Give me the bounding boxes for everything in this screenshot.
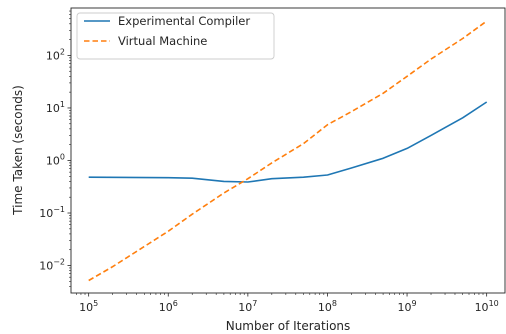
- x-tick-label: 105: [79, 299, 98, 314]
- x-tick-label: 1010: [475, 299, 499, 314]
- y-tick-label: 102: [46, 47, 65, 62]
- y-axis-label: Time Taken (seconds): [11, 85, 25, 216]
- y-tick-label: 10−1: [39, 205, 65, 220]
- y-axis: 10−2 10−1 100 101 102: [39, 10, 71, 287]
- x-tick-label: 107: [238, 299, 257, 314]
- legend-label-1: Virtual Machine: [118, 34, 207, 48]
- x-tick-label: 109: [398, 299, 417, 314]
- x-tick-label: 106: [159, 299, 178, 314]
- y-tick-label: 101: [46, 100, 65, 115]
- legend: Experimental Compiler Virtual Machine: [76, 12, 275, 60]
- x-tick-label: 108: [318, 299, 337, 314]
- y-tick-label: 10−2: [39, 258, 65, 273]
- x-axis-label: Number of Iterations: [226, 319, 351, 333]
- legend-box: [76, 12, 275, 60]
- x-axis: 105 106 107 108 109 1010: [76, 293, 499, 314]
- legend-label-0: Experimental Compiler: [118, 14, 250, 28]
- series-line-0: [88, 101, 488, 183]
- y-tick-label: 100: [46, 152, 65, 167]
- series-line-1: [88, 20, 488, 282]
- plot-frame: [70, 7, 506, 294]
- plot-area: [88, 20, 488, 282]
